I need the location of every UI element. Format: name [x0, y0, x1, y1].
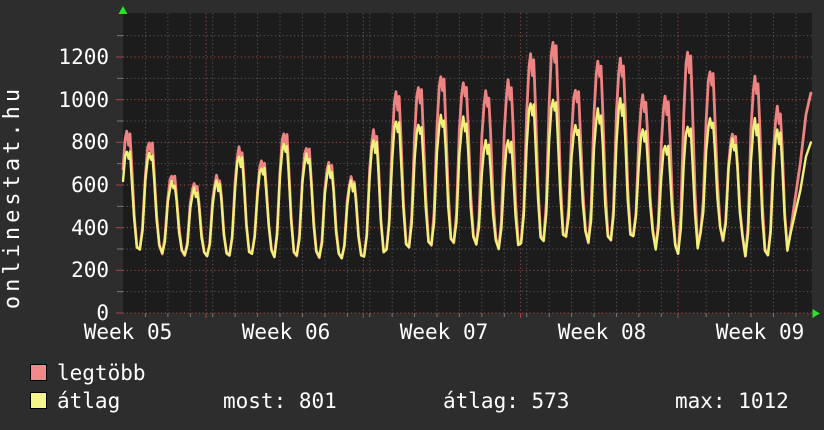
legend-swatch-atlag [30, 392, 47, 409]
stat-atlag: átlag: 573 [443, 389, 569, 413]
x-axis-arrow-icon [812, 309, 820, 318]
y-tick-label: 400 [71, 215, 109, 240]
x-week-label: Week 09 [715, 320, 805, 344]
x-week-label: Week 06 [241, 320, 331, 344]
stat-atlag-label: átlag: [443, 389, 519, 413]
y-axis-arrow-icon [118, 6, 128, 14]
x-week-label: Week 05 [83, 320, 173, 344]
stat-max-label: max: [675, 389, 726, 413]
legend-label-atlag: átlag [57, 389, 121, 413]
stat-atlag-value: 573 [531, 389, 570, 413]
x-week-label: Week 07 [399, 320, 489, 344]
stat-most-value: 801 [298, 389, 337, 413]
series-line-atlag [121, 96, 813, 260]
stat-most-label: most: [223, 389, 287, 413]
y-tick-label: 1000 [58, 87, 109, 112]
y-tick-label: 0 [96, 301, 109, 325]
y-tick-label: 200 [71, 258, 109, 283]
stat-most: most: 801 [223, 389, 337, 413]
stat-max-value: 1012 [738, 389, 789, 413]
y-tick-label: 800 [71, 130, 109, 155]
y-tick-label: 600 [71, 173, 109, 197]
legend-label-legtobb: legtöbb [57, 361, 146, 385]
legend-swatch-legtobb [30, 364, 47, 381]
y-tick-label: 1200 [58, 45, 109, 69]
plot-background [123, 13, 812, 313]
stat-max: max: 1012 [675, 389, 789, 413]
x-week-label: Week 08 [557, 320, 647, 344]
